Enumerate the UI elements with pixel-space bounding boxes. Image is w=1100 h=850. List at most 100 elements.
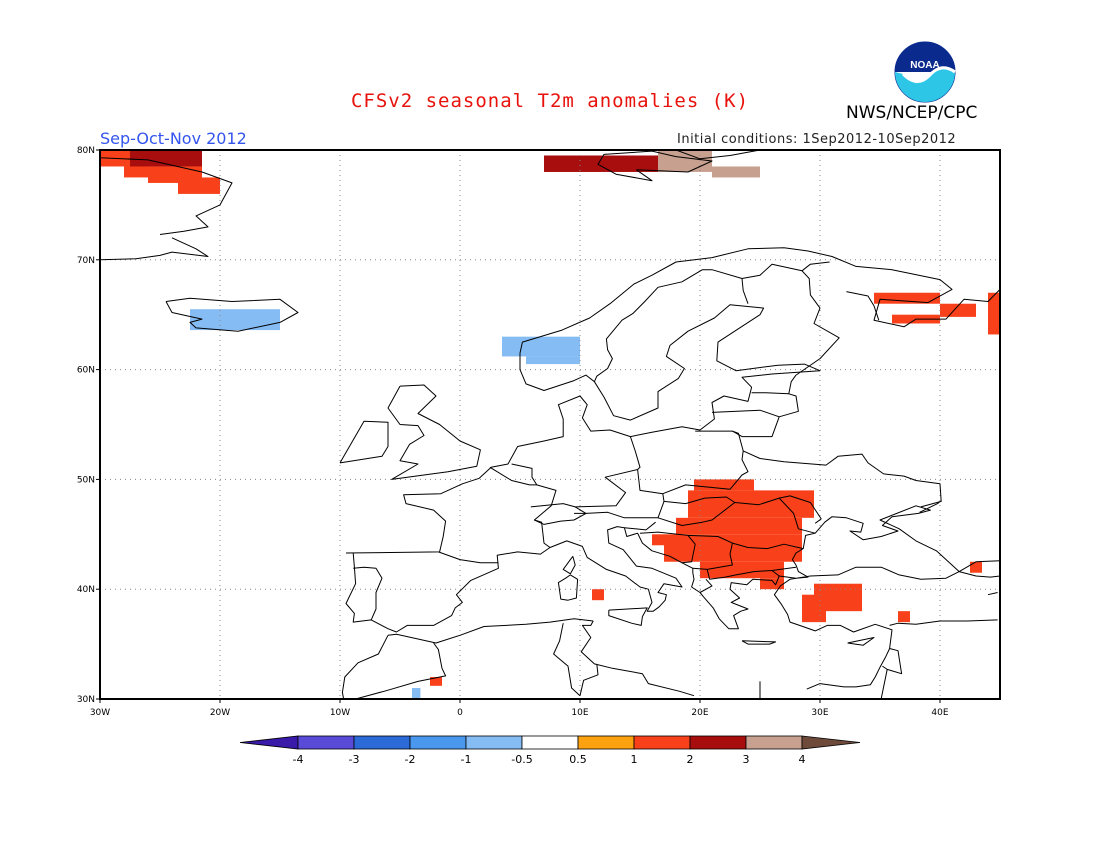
colorbar-label: -1 <box>461 753 472 766</box>
country-border <box>779 495 822 524</box>
country-border <box>751 392 789 395</box>
country-border <box>624 521 656 531</box>
coastline <box>847 637 875 646</box>
country-border <box>958 560 1000 573</box>
country-border <box>880 665 888 699</box>
coastline <box>339 420 389 464</box>
anomaly-cell <box>700 561 784 579</box>
country-border <box>732 542 804 550</box>
anomaly-cells <box>100 150 1000 699</box>
anomaly-cell <box>130 150 202 167</box>
coastline <box>387 618 594 644</box>
colorbar-label: -3 <box>349 753 360 766</box>
anomaly-cell <box>712 166 760 178</box>
lon-tick-label: 10W <box>330 708 350 718</box>
anomaly-cell <box>544 155 664 172</box>
colorbar-swatch <box>633 735 691 750</box>
lon-tick-label: 0 <box>457 708 463 718</box>
coastline <box>100 237 209 261</box>
map-gridlines <box>100 150 1000 699</box>
coastline <box>557 574 579 601</box>
colorbar-label: -2 <box>405 753 416 766</box>
coastline <box>562 556 576 575</box>
anomaly-cell <box>652 534 664 546</box>
colorbar-swatch <box>297 735 355 750</box>
colorbar-label: 1 <box>631 753 638 766</box>
country-border <box>734 497 816 534</box>
lon-tick-label: 30W <box>90 708 110 718</box>
lat-tick-label: 70N <box>77 256 95 266</box>
country-border <box>662 430 749 495</box>
country-border <box>711 409 780 418</box>
colorbar-swatch <box>409 735 467 750</box>
country-border <box>553 623 581 697</box>
country-border <box>530 503 587 525</box>
country-border <box>795 261 840 376</box>
colorbar-arrow-low <box>239 735 299 750</box>
colorbar-label: 4 <box>799 753 806 766</box>
country-border <box>574 469 665 519</box>
country-border <box>355 642 447 699</box>
colorbar-swatch <box>745 735 803 750</box>
anomaly-cell <box>874 292 940 304</box>
colorbar-label: 0.5 <box>569 753 587 766</box>
anomaly-cell <box>664 534 802 562</box>
lat-tick-label: 80N <box>77 146 95 156</box>
country-border <box>579 663 599 696</box>
colorbar-swatch <box>689 735 747 750</box>
lat-tick-label: 50N <box>77 475 95 485</box>
anomaly-cell <box>988 292 1000 335</box>
coastlines <box>100 150 1000 699</box>
anomaly-cell <box>190 309 280 331</box>
colorbar-swatch <box>353 735 411 750</box>
anomaly-cell <box>412 688 421 699</box>
noaa-logo: NOAA <box>893 40 957 108</box>
anomaly-cell <box>898 611 910 623</box>
season-label: Sep-Oct-Nov 2012 <box>100 129 247 148</box>
lat-tick-label: 60N <box>77 366 95 376</box>
anomaly-cell <box>430 677 442 686</box>
coastline <box>597 150 713 182</box>
lat-tick-label: 40N <box>77 585 95 595</box>
country-border <box>742 450 942 508</box>
country-border <box>741 278 749 304</box>
initial-conditions-label: Initial conditions: 1Sep2012-10Sep2012 <box>677 132 957 147</box>
colorbar-swatch <box>577 735 635 750</box>
colorbar-arrow-high <box>801 735 861 750</box>
lat-tick-label: 30N <box>77 695 95 705</box>
colorbar-label: 2 <box>687 753 694 766</box>
lon-tick-label: 30E <box>811 708 828 718</box>
anomaly-cell <box>694 479 754 491</box>
coastline <box>345 247 1000 554</box>
axis-ticks: 30W 20W 10W 0 10E 20E 30E 40E 30N 40N 50N 60N 70N 80N <box>77 146 949 718</box>
country-border <box>987 592 998 596</box>
coastline <box>675 150 784 160</box>
lon-tick-label: 20E <box>691 708 708 718</box>
anomaly-cell <box>502 336 580 357</box>
country-border <box>732 374 799 438</box>
coastline <box>165 297 299 332</box>
coastline <box>846 291 880 321</box>
country-border <box>639 531 696 564</box>
colorbar-label: -4 <box>293 753 304 766</box>
colorbar-swatch <box>465 735 523 750</box>
colorbar-label: 3 <box>743 753 750 766</box>
country-border <box>593 263 803 382</box>
agency-label: NWS/NCEP/CPC <box>846 103 978 123</box>
anomaly-cell <box>676 517 802 535</box>
country-border <box>511 463 538 486</box>
anomaly-cell <box>526 356 580 365</box>
anomaly-cell <box>970 561 982 573</box>
anomaly-cell <box>760 578 784 590</box>
lon-tick-label: 10E <box>571 708 588 718</box>
country-border <box>919 501 941 513</box>
colorbar-swatch <box>521 735 579 750</box>
coastline <box>345 505 960 690</box>
anomaly-cell <box>178 177 220 194</box>
country-border <box>575 436 641 508</box>
coastline <box>608 607 648 626</box>
country-border <box>887 648 903 675</box>
country-border <box>438 551 499 564</box>
country-border <box>699 578 713 593</box>
coastline <box>341 635 389 699</box>
